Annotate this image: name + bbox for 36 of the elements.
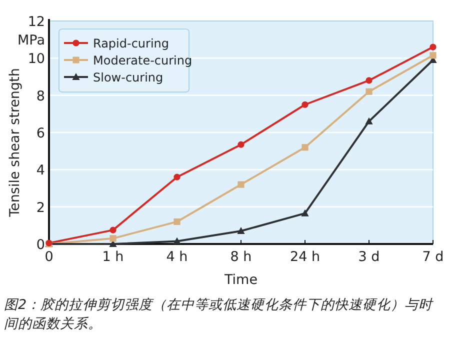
point: [110, 235, 116, 242]
point: [174, 174, 180, 180]
y-tick-label: 6: [36, 126, 45, 142]
point: [237, 226, 245, 234]
x-tick-label: 24 h: [290, 249, 320, 265]
x-tick-label: 8 h: [230, 249, 252, 265]
y-tick-label: 12: [28, 14, 45, 30]
point: [173, 237, 181, 244]
point: [238, 181, 244, 188]
caption: 图2：胶的拉伸剪切强度（在中等或低速硬化条件下的快速硬化）与时间的函数关系。: [4, 296, 434, 334]
y-axis-title: Tensile shear strength: [7, 68, 23, 218]
point: [110, 226, 116, 234]
x-tick-label: 4 h: [166, 249, 188, 265]
y-tick-label: MPa: [18, 32, 45, 49]
x-tick-label: 7 d: [422, 249, 444, 265]
point: [174, 218, 180, 225]
legend-label: Moderate-curing: [93, 54, 192, 68]
y-tick-label: 2: [36, 200, 45, 216]
point: [430, 52, 436, 59]
point: [302, 101, 308, 108]
point: [302, 144, 308, 151]
point: [430, 44, 436, 50]
point: [301, 209, 309, 216]
point: [238, 141, 244, 148]
x-tick-label: 3 d: [358, 249, 380, 265]
point: [366, 77, 372, 84]
legend-label: Rapid-curing: [93, 36, 170, 50]
y-tick-label: 0: [36, 237, 45, 253]
y-tick-label: 8: [36, 88, 45, 104]
point: [366, 88, 372, 95]
legend-label: Slow-curing: [93, 70, 164, 84]
y-tick-label: 4: [36, 162, 45, 179]
x-tick-label: 1 h: [102, 249, 124, 265]
point: [365, 117, 373, 124]
x-axis-title: Time: [223, 272, 258, 288]
y-tick-label: 10: [28, 51, 45, 68]
